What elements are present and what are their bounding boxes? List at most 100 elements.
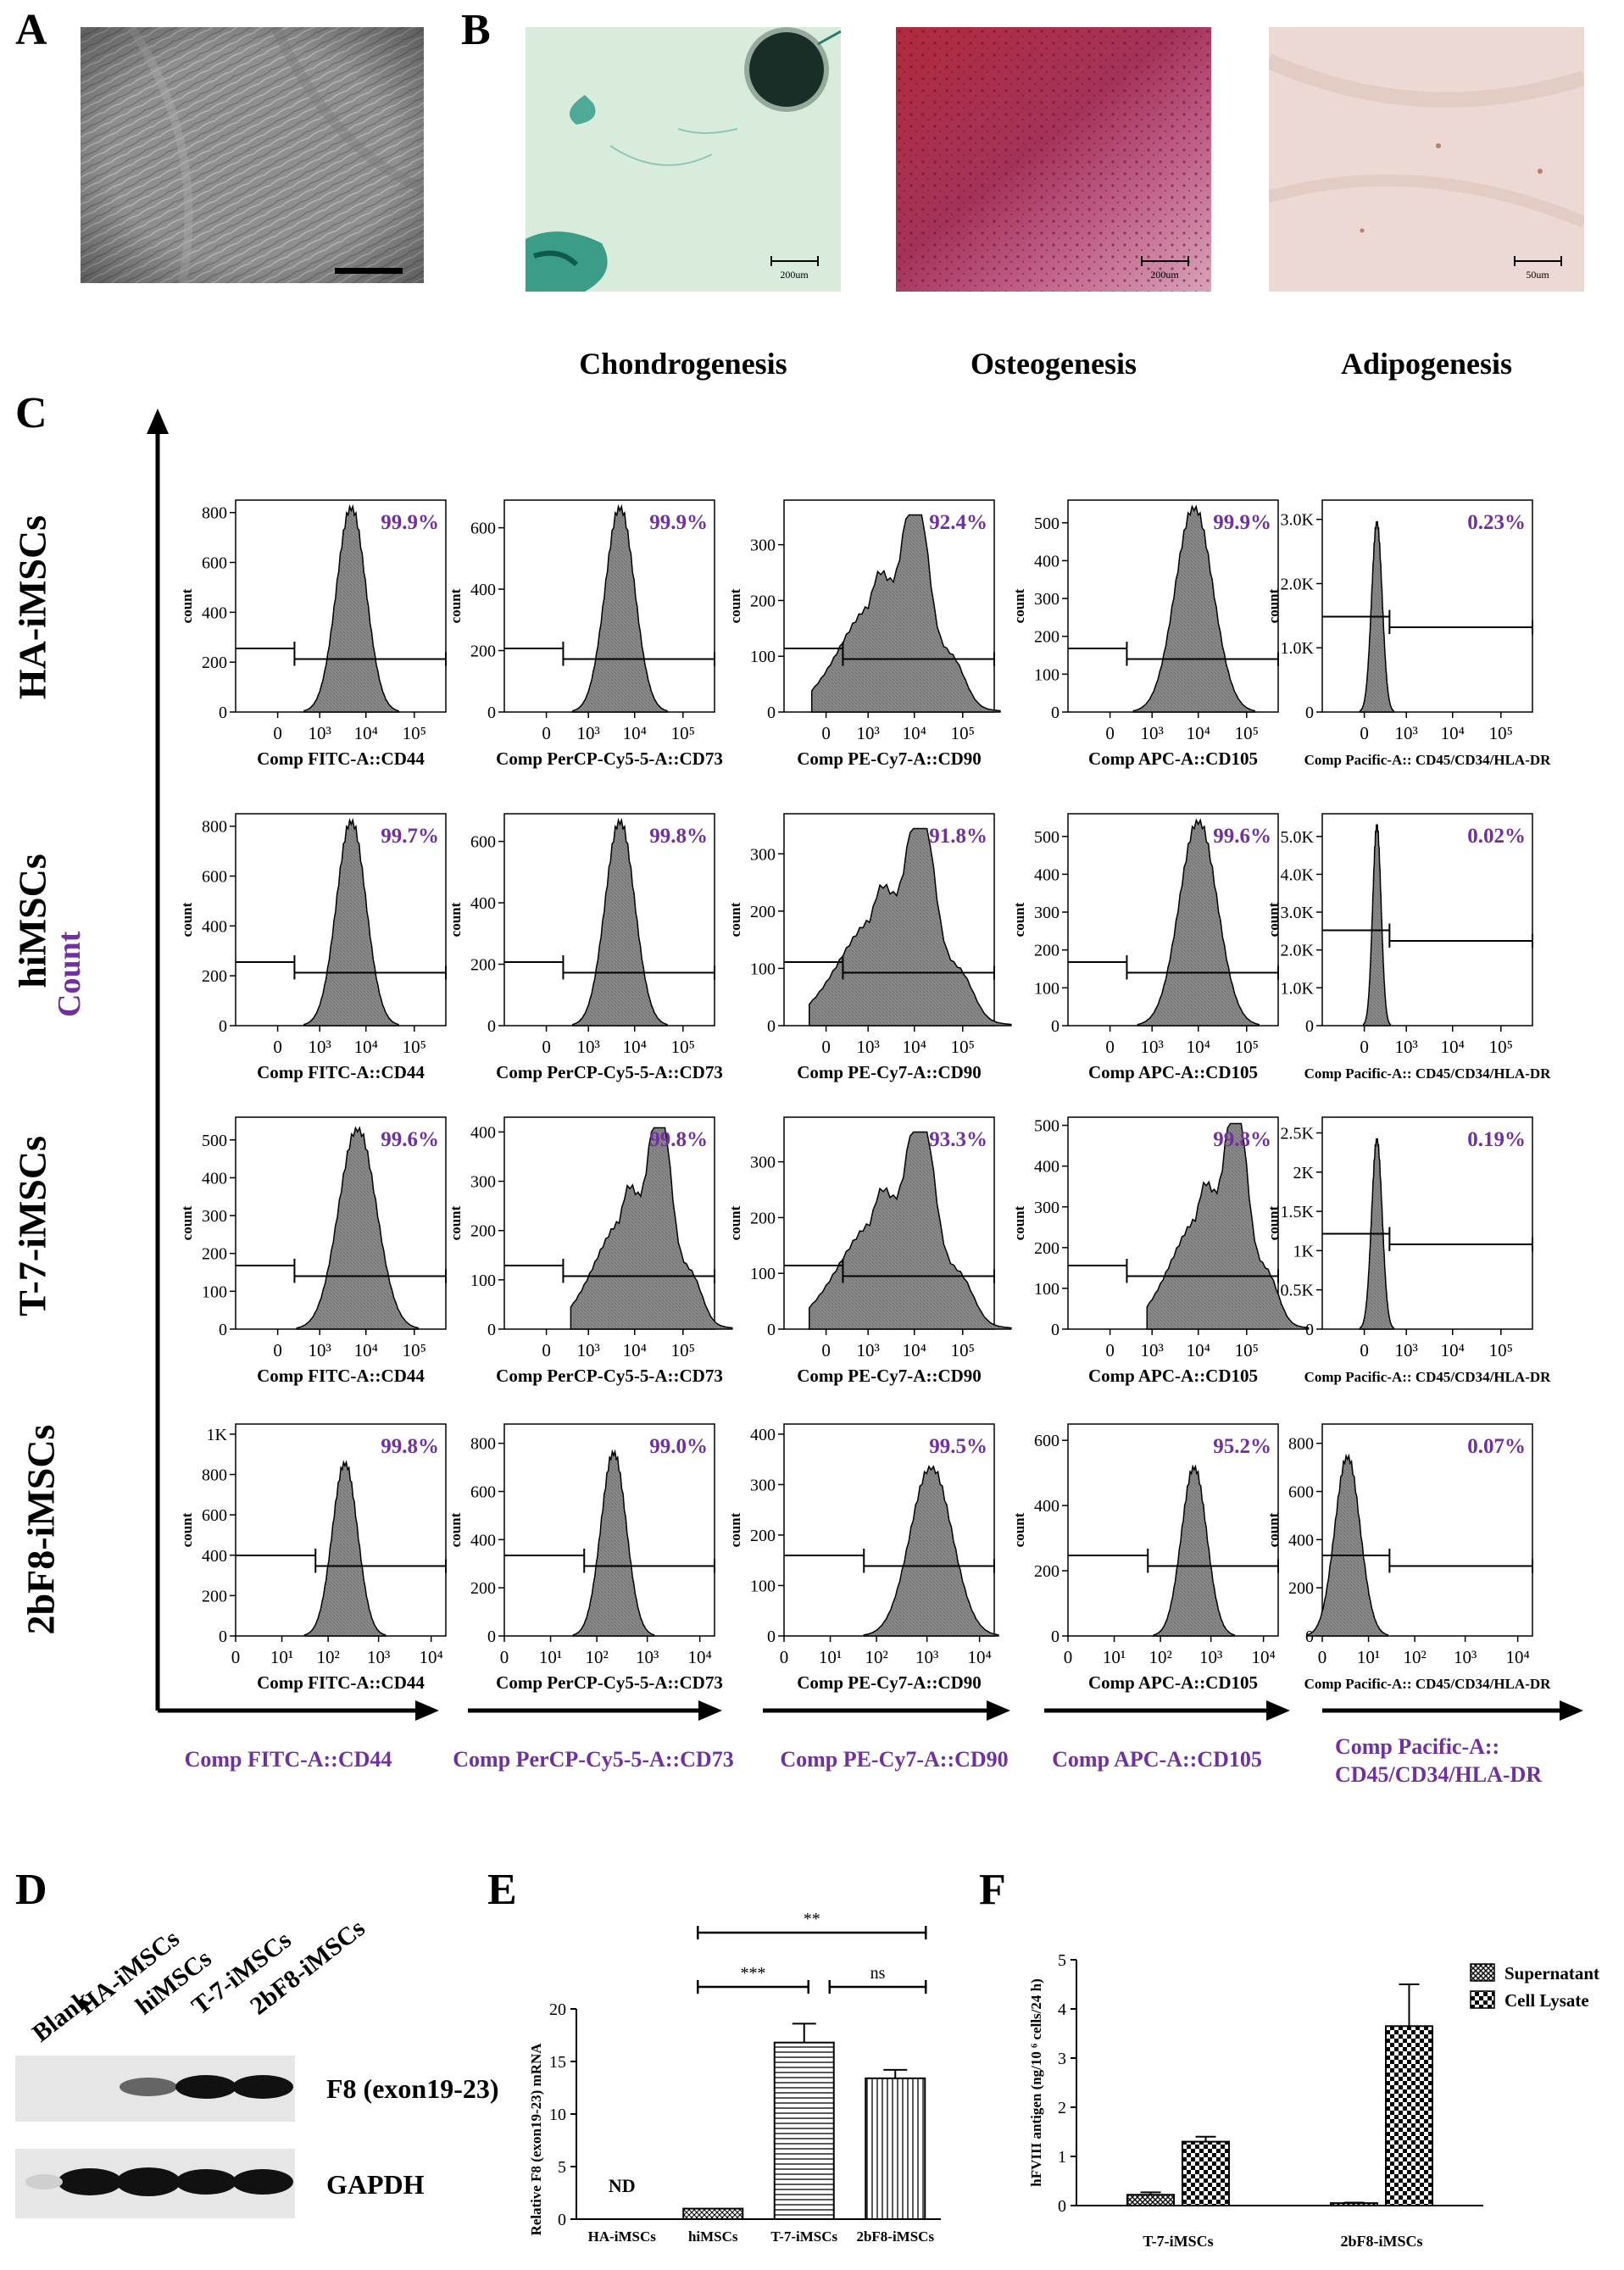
y-tick-label: 600	[202, 868, 227, 887]
x-tick-label: 0	[542, 723, 551, 743]
panel-label-a: A	[15, 6, 47, 54]
f8-band-2bf8	[232, 2075, 293, 2099]
y-axis-label: count	[1265, 1512, 1282, 1547]
y-tick-label: 600	[202, 554, 227, 573]
bar-T-7-iMSCs	[773, 2041, 835, 2220]
y-tick-label: 0	[1058, 2197, 1066, 2216]
x-tick-label: 10³	[857, 723, 880, 743]
y-tick-label: 300	[750, 1154, 776, 1172]
y-tick-label: 400	[202, 1547, 227, 1566]
y-tick-label: 400	[750, 1426, 776, 1444]
x-axis-label: Comp APC-A::CD105	[1088, 1672, 1258, 1693]
y-axis-label: count	[1011, 588, 1027, 623]
y-tick-label: 0	[1305, 1017, 1314, 1036]
x-tick-label: 10¹	[539, 1647, 562, 1667]
y-tick-label: 3.0K	[1281, 904, 1315, 922]
x-axis-label: Comp PE-Cy7-A::CD90	[797, 1672, 982, 1693]
y-tick-label: 100	[1034, 665, 1059, 684]
col-label-cd45: Comp Pacific-A:: CD45/CD34/HLA-DR	[1335, 1733, 1589, 1789]
y-axis-label: count	[179, 1205, 195, 1240]
plot-frame	[1321, 499, 1533, 713]
y-tick-label: 0	[219, 1017, 227, 1036]
y-tick-label: 0	[487, 1627, 496, 1646]
histogram	[1362, 824, 1392, 1027]
y-tick-label: 0.5K	[1281, 1282, 1315, 1300]
y-tick-label: 600	[202, 1506, 227, 1525]
x-tick-label: 10³	[1395, 723, 1418, 743]
col-label-cd105: Comp APC-A::CD105	[1052, 1747, 1262, 1772]
y-tick-label: 300	[470, 1173, 496, 1192]
y-tick-label: 0	[487, 1017, 496, 1036]
y-tick-label: 100	[750, 960, 776, 978]
y-tick-label: 600	[1288, 1483, 1314, 1502]
x-tick-label: 10³	[577, 1340, 600, 1360]
x-tick-label: 10⁵	[1489, 723, 1513, 743]
histogram	[303, 504, 399, 713]
x-tick-label: 10⁴	[1441, 1037, 1465, 1057]
x-tick-label: 10³	[309, 1037, 331, 1057]
y-axis-label: count	[1265, 1205, 1282, 1240]
facs-plot-r0-c1: 0 200 400 600 count 0 10³ 10⁴ 10⁵ Comp PerCP-Cy5-…	[448, 499, 723, 769]
y-tick-label: 1.5K	[1281, 1203, 1315, 1221]
y-tick-label: 200	[470, 643, 496, 661]
y-tick-label: 500	[1034, 828, 1059, 847]
x-tick-label: 2bF8-iMSCs	[1340, 2233, 1422, 2250]
y-tick-label: 300	[750, 845, 776, 864]
y-axis-label: count	[179, 588, 195, 623]
x-tick-label: 10³	[1395, 1340, 1418, 1360]
chart-fviii-antigen: 0 1 2 3 4 5 hFVIII antigen (ng/10 ⁶ cells/24 h…	[1028, 1951, 1599, 2250]
histogram	[1153, 1464, 1236, 1637]
col-label-cd45-line1: Comp Pacific-A::	[1335, 1734, 1500, 1759]
y-tick-label: 300	[1034, 590, 1059, 609]
y-tick-label: 800	[1288, 1435, 1314, 1454]
nd-label: ND	[609, 2175, 636, 2196]
y-axis-label: count	[727, 902, 743, 937]
y-tick-label: 400	[470, 1531, 496, 1549]
x-tick-label: 0	[821, 723, 831, 743]
y-tick-label: 500	[1034, 515, 1059, 533]
x-tick-label: 10³	[1395, 1037, 1418, 1057]
y-axis-label: count	[727, 1512, 743, 1547]
x-axis-label: Comp PE-Cy7-A::CD90	[797, 1062, 982, 1082]
y-tick-label: 200	[750, 1209, 776, 1227]
facs-plot-r2-c3: 0 100 200 300 400 500 count 0 10³ 10⁴ 10⁵ Comp APC-…	[1011, 1116, 1310, 1386]
x-tick-label: 10³	[1141, 1340, 1164, 1360]
y-tick-label: 0	[1305, 704, 1314, 722]
percentage-label: 99.6%	[1213, 825, 1271, 848]
y-tick-label: 1.0K	[1281, 979, 1315, 998]
facs-plot-r2-c1: 0 100 200 300 400 count 0 10³ 10⁴ 10⁵ Comp PerCP-C…	[448, 1116, 733, 1386]
y-tick-label: 3.0K	[1281, 511, 1315, 530]
col-label-cd90: Comp PE-Cy7-A::CD90	[780, 1747, 1009, 1772]
x-tick-label: 10⁵	[403, 1037, 426, 1057]
x-tick-label: 10⁵	[403, 1340, 426, 1360]
x-tick-label: 2bF8-iMSCs	[856, 2228, 934, 2245]
facs-plot-r3-c1: 0 200 400 600 800 count 0 10¹ 10² 10³ 10⁴ Comp PerC…	[448, 1423, 723, 1693]
x-tick-label: 10³	[857, 1340, 880, 1360]
y-tick-label: 100	[1034, 1280, 1059, 1299]
band-label-gapdh: GAPDH	[326, 2169, 425, 2200]
x-axis-label: Comp Pacific-A:: CD45/CD34/HLA-DR	[1304, 1065, 1552, 1082]
y-axis-label: count	[448, 588, 464, 623]
facs-plot-r0-c0: 0 200 400 600 800 count 0 10³ 10⁴ 10⁵ Comp FITC-A:…	[179, 499, 447, 769]
legend-label-Supernatant: Supernatant	[1504, 1963, 1599, 1983]
cell-morphology-photo	[81, 27, 424, 283]
y-tick-label: 200	[1034, 1239, 1059, 1258]
facs-histogram-grid: 0 200 400 600 800 count 0 10³ 10⁴ 10⁵ Comp FITC-A:…	[179, 499, 1552, 1693]
y-axis-label: count	[1011, 902, 1027, 937]
x-tick-label: 10⁵	[1489, 1340, 1513, 1360]
x-tick-label: 10⁴	[419, 1647, 442, 1667]
bar-T-7-iMSCs-Supernatant	[1126, 2194, 1175, 2206]
y-axis-label: count	[727, 1205, 743, 1240]
x-tick-label: 0	[1064, 1647, 1073, 1667]
bar-2bF8-iMSCs-Supernatant	[1330, 2202, 1378, 2207]
y-axis-label: Relative F8 (exon19-23) mRNA	[528, 2043, 544, 2236]
y-tick-label: 0	[219, 1321, 227, 1339]
x-tick-label: 0	[231, 1647, 241, 1667]
y-tick-label: 600	[470, 520, 496, 538]
x-tick-label: 0	[1360, 723, 1369, 743]
y-tick-label: 4	[1058, 2000, 1066, 2019]
y-tick-label: 400	[1034, 1497, 1059, 1516]
histogram	[570, 1127, 733, 1330]
legend-swatch-Cell Lysate	[1470, 1990, 1495, 2009]
